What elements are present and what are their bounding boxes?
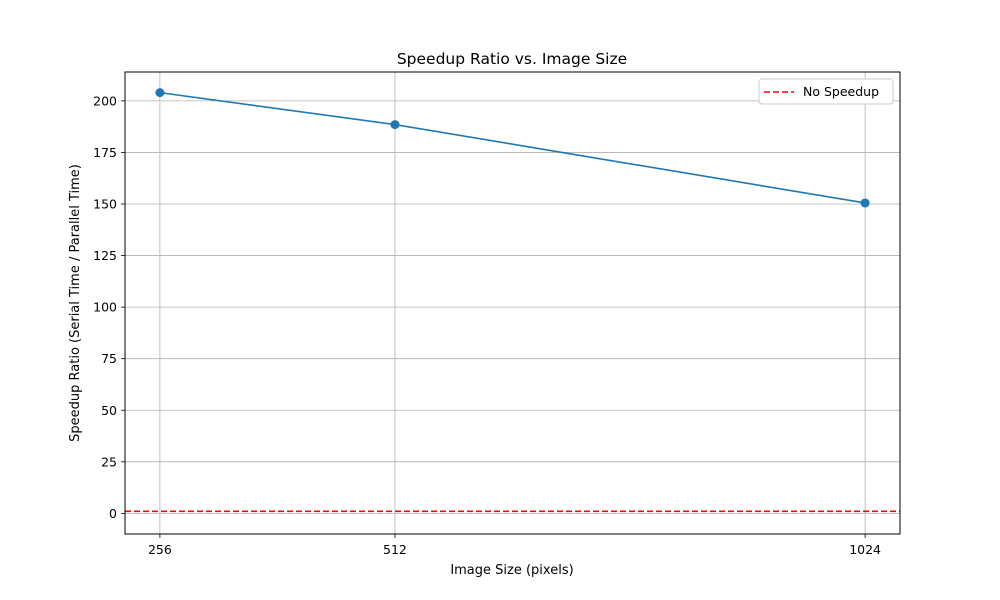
series-layer [155,88,870,208]
plot-frame [124,71,901,535]
x-axis-ticks: 256 512 1024 [148,534,881,557]
data-point [155,88,165,98]
y-tick-label: 150 [93,197,117,212]
y-axis-ticks: 0 25 50 75 100 125 150 175 200 [93,93,125,521]
grid-layer [125,72,900,534]
legend: No Speedup [758,78,894,105]
y-tick-label: 175 [93,145,117,160]
y-axis-label: Speedup Ratio (Serial Time / Parallel Ti… [68,164,83,442]
x-tick-label: 1024 [849,542,881,557]
chart-title: Speedup Ratio vs. Image Size [397,50,627,68]
y-tick-label: 200 [93,93,117,108]
legend-label-no-speedup: No Speedup [803,84,879,99]
x-axis-label: Image Size (pixels) [450,563,573,578]
y-tick-label: 75 [101,351,117,366]
x-tick-label: 256 [148,542,172,557]
data-point [390,120,400,130]
y-tick-label: 125 [93,248,117,263]
data-point [860,198,870,208]
y-tick-label: 100 [93,300,117,315]
y-tick-label: 25 [101,454,117,469]
plot-area [125,72,900,534]
y-tick-label: 50 [101,403,117,418]
y-tick-label: 0 [109,506,117,521]
legend-box [758,78,894,105]
x-tick-label: 512 [383,542,407,557]
